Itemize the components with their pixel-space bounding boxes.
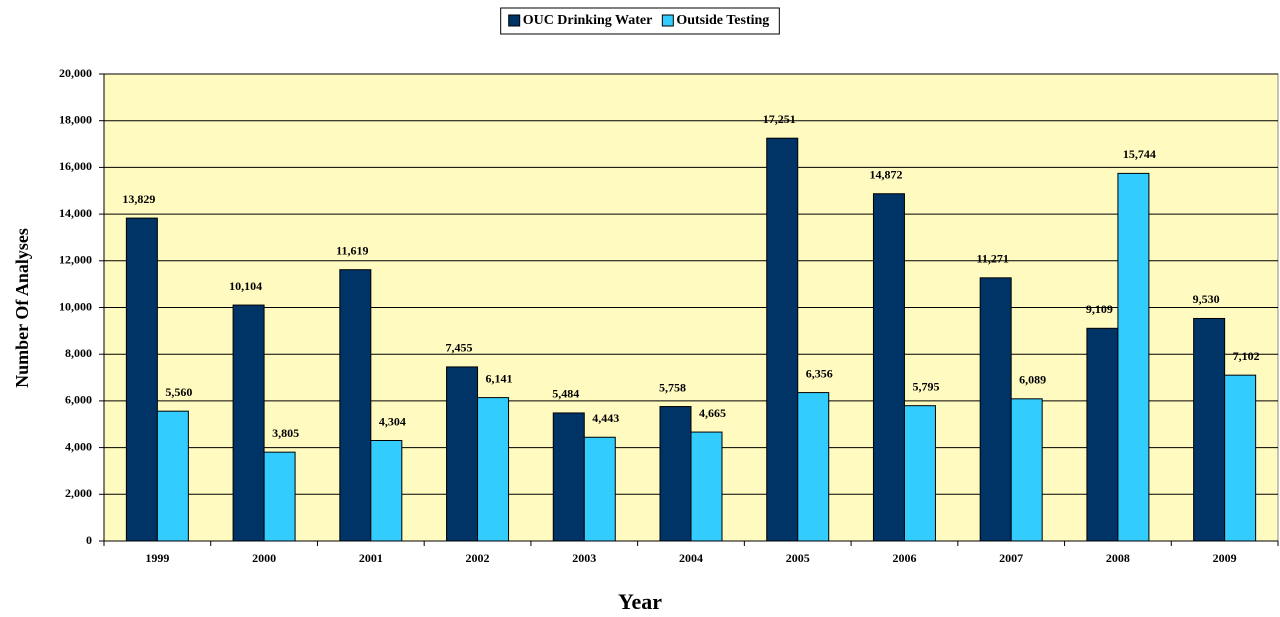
data-label: 13,829: [122, 192, 155, 206]
bar: [1117, 172, 1150, 542]
x-axis-label: Year: [618, 589, 662, 614]
bar: [446, 366, 479, 542]
bar: [339, 269, 372, 542]
data-label: 3,805: [272, 426, 299, 440]
data-label: 4,665: [699, 406, 726, 420]
data-label: 9,109: [1086, 302, 1113, 316]
data-label: 4,443: [592, 411, 619, 425]
x-tick-label: 2003: [572, 551, 596, 565]
bar: [659, 406, 692, 542]
data-label: 5,484: [552, 387, 579, 401]
bar: [766, 137, 799, 542]
bar: [232, 304, 265, 542]
bar: [583, 436, 616, 542]
bar: [125, 217, 158, 542]
legend-swatch: [508, 14, 521, 27]
data-label: 17,251: [763, 112, 796, 126]
bar: [872, 193, 905, 542]
x-tick-label: 2009: [1213, 551, 1237, 565]
x-tick-label: 2008: [1106, 551, 1130, 565]
data-label: 10,104: [229, 279, 262, 293]
x-tick-label: 2006: [892, 551, 916, 565]
x-tick-label: 1999: [145, 551, 169, 565]
bar: [1010, 398, 1043, 542]
y-tick-label: 14,000: [59, 206, 92, 220]
bar: [1224, 374, 1257, 542]
data-label: 7,455: [446, 341, 473, 355]
data-label: 9,530: [1193, 292, 1220, 306]
legend-swatch: [661, 14, 674, 27]
data-label: 5,758: [659, 380, 686, 394]
data-label: 4,304: [379, 414, 406, 428]
x-tick-label: 2002: [466, 551, 490, 565]
legend-box: [500, 7, 780, 35]
bar: [156, 410, 189, 542]
bar: [690, 431, 723, 542]
y-tick-label: 2,000: [65, 486, 92, 500]
legend-label: Outside Testing: [676, 13, 769, 28]
data-label: 6,089: [1019, 373, 1046, 387]
legend: OUC Drinking Water Outside Testing: [500, 7, 780, 35]
data-label: 5,795: [912, 379, 939, 393]
y-tick-label: 4,000: [65, 439, 92, 453]
x-tick-label: 2001: [359, 551, 383, 565]
data-label: 6,356: [806, 366, 833, 380]
y-tick-label: 16,000: [59, 159, 92, 173]
y-tick-label: 0: [86, 533, 92, 547]
data-label: 15,744: [1123, 147, 1156, 161]
bar: [552, 412, 585, 542]
y-tick-label: 20,000: [59, 66, 92, 80]
bar: [263, 451, 296, 542]
x-tick-label: 2004: [679, 551, 703, 565]
bar: [1193, 317, 1226, 542]
data-label: 14,872: [869, 167, 902, 181]
bar: [979, 277, 1012, 542]
y-tick-label: 12,000: [59, 253, 92, 267]
data-label: 5,560: [165, 385, 192, 399]
bar: [797, 392, 830, 542]
x-tick-label: 2000: [252, 551, 276, 565]
y-tick-label: 8,000: [65, 346, 92, 360]
y-tick-label: 6,000: [65, 393, 92, 407]
bar: [370, 440, 403, 542]
legend-label: OUC Drinking Water: [523, 13, 653, 28]
y-tick-label: 10,000: [59, 299, 92, 313]
data-label: 11,619: [336, 243, 368, 257]
data-label: 6,141: [486, 371, 513, 385]
bar: [903, 405, 936, 542]
data-label: 11,271: [977, 252, 1009, 266]
y-axis-label: Number Of Analyses: [12, 228, 32, 388]
x-tick-label: 2005: [786, 551, 810, 565]
bar: [1086, 327, 1119, 542]
x-tick-label: 2007: [999, 551, 1023, 565]
data-label: 7,102: [1233, 349, 1260, 363]
bar: [477, 397, 510, 542]
y-tick-label: 18,000: [59, 112, 92, 126]
